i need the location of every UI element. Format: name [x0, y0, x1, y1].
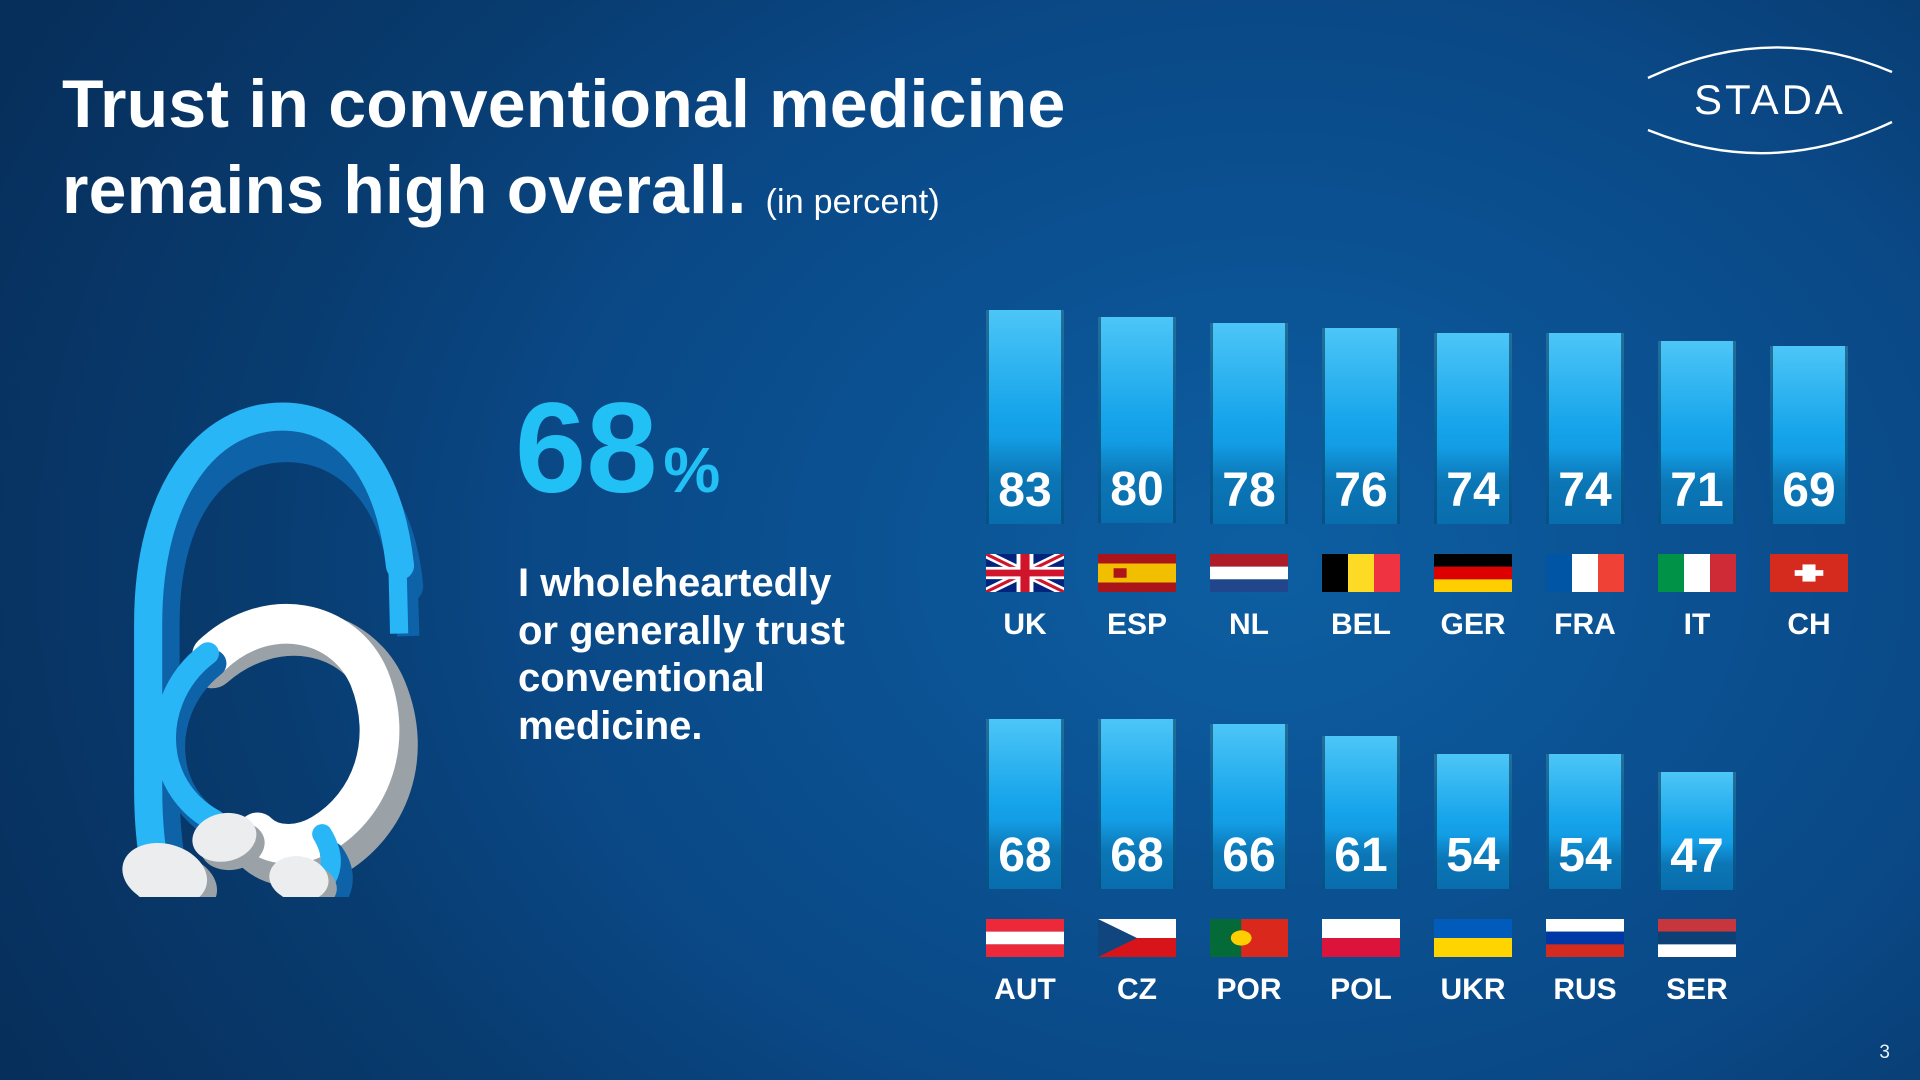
svg-text:STADA: STADA: [1694, 76, 1846, 123]
